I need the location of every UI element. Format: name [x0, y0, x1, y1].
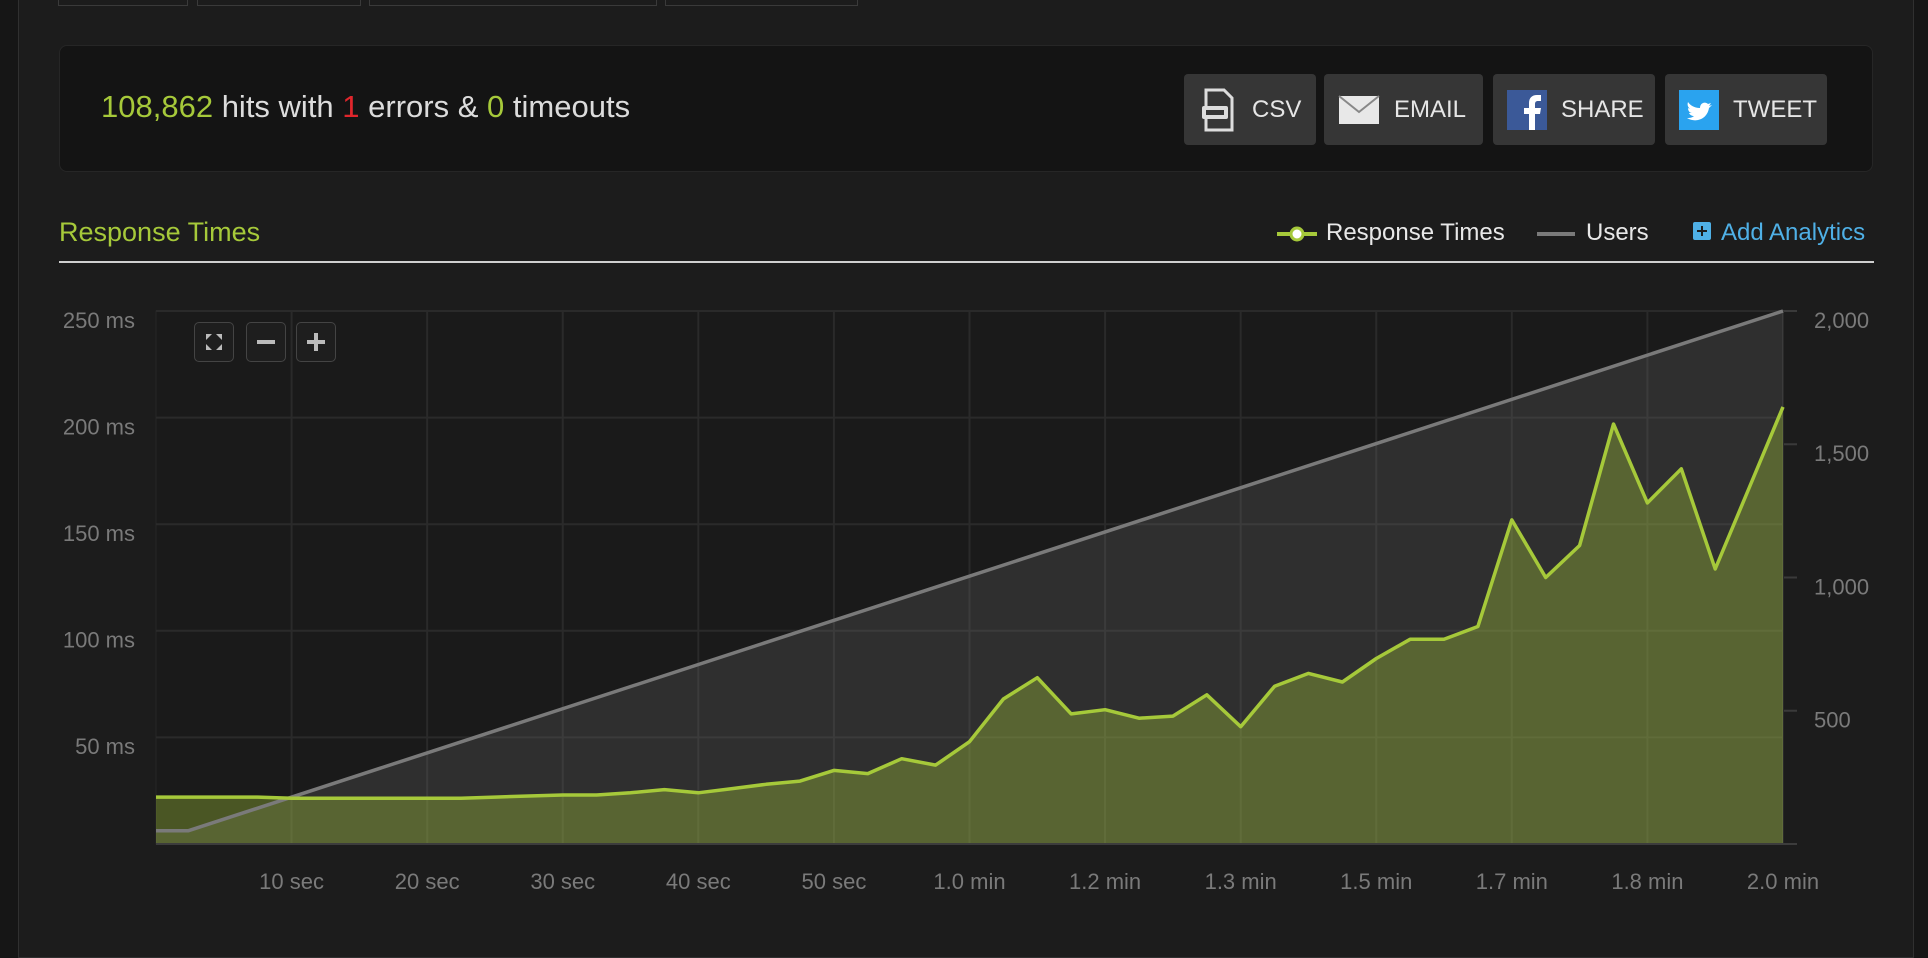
legend-label: Response Times: [1326, 219, 1505, 246]
x-tick-label: 1.3 min: [1205, 869, 1277, 894]
facebook-icon: [1507, 89, 1547, 130]
summary-text: timeouts: [512, 89, 631, 124]
expand-icon: [206, 334, 222, 350]
y-tick-label: 250 ms: [63, 308, 135, 333]
x-tick-label: 1.7 min: [1476, 869, 1548, 894]
csv-icon: [1202, 88, 1234, 131]
x-tick-label: 2.0 min: [1747, 869, 1819, 894]
legend-item[interactable]: Users: [1536, 219, 1649, 247]
tab[interactable]: [58, 0, 188, 6]
y2-tick-label: 1,500: [1814, 441, 1869, 466]
legend-item[interactable]: Response Times: [1276, 219, 1505, 247]
hits-count: 108,862: [101, 89, 214, 124]
email-button[interactable]: EMAIL: [1324, 74, 1483, 145]
add-icon: [1693, 221, 1711, 240]
plus-icon: [307, 333, 325, 351]
tab[interactable]: [369, 0, 657, 6]
series-line: [156, 406, 1785, 800]
y2-tick-label: 500: [1814, 708, 1851, 733]
y-tick-label: 100 ms: [63, 628, 135, 653]
series-line: [156, 309, 1784, 833]
twitter-icon: [1679, 89, 1719, 130]
x-tick-label: 1.0 min: [933, 869, 1005, 894]
x-tick-label: 30 sec: [530, 869, 595, 894]
zoom-reset-button[interactable]: [194, 322, 234, 362]
tweet-button[interactable]: TWEET: [1665, 74, 1827, 145]
timeouts-count: 0: [487, 89, 505, 124]
button-label: TWEET: [1733, 95, 1817, 123]
button-label: SHARE: [1561, 95, 1644, 123]
legend-swatch: [1537, 231, 1575, 236]
csv-button[interactable]: CSV: [1184, 74, 1316, 145]
summary: 108,862 hits with 1 errors & 0 timeouts: [101, 89, 630, 125]
tab[interactable]: [665, 0, 858, 6]
x-tick-label: 40 sec: [666, 869, 731, 894]
add-analytics[interactable]: Add Analytics: [1693, 219, 1865, 247]
legend-swatch: [1277, 226, 1317, 242]
y2-tick-label: 2,000: [1814, 308, 1869, 333]
y-tick-label: 200 ms: [63, 414, 135, 439]
x-tick-label: 1.8 min: [1611, 869, 1683, 894]
minus-icon: [257, 340, 275, 344]
section-title: Response Times: [59, 217, 261, 247]
add-analytics-label: Add Analytics: [1721, 219, 1866, 246]
zoom-in-button[interactable]: [296, 322, 336, 362]
legend-label: Users: [1586, 219, 1649, 246]
area-fill: [156, 406, 1783, 844]
zoom-out-button[interactable]: [246, 322, 286, 362]
x-tick-label: 1.5 min: [1340, 869, 1412, 894]
email-icon: [1338, 94, 1380, 124]
y2-tick-label: 1,000: [1814, 574, 1869, 599]
tab[interactable]: [197, 0, 361, 6]
x-tick-label: 10 sec: [259, 869, 324, 894]
x-tick-label: 50 sec: [802, 869, 867, 894]
x-tick-label: 20 sec: [395, 869, 460, 894]
y-tick-label: 50 ms: [75, 734, 135, 759]
summary-text: errors &: [368, 89, 479, 124]
button-label: EMAIL: [1394, 95, 1467, 123]
y-tick-label: 150 ms: [63, 521, 135, 546]
summary-text: hits with: [221, 89, 334, 124]
button-label: CSV: [1252, 95, 1302, 123]
x-tick-label: 1.2 min: [1069, 869, 1141, 894]
section-rule: [59, 261, 1874, 263]
errors-count: 1: [342, 89, 360, 124]
share-button[interactable]: SHARE: [1493, 74, 1655, 145]
